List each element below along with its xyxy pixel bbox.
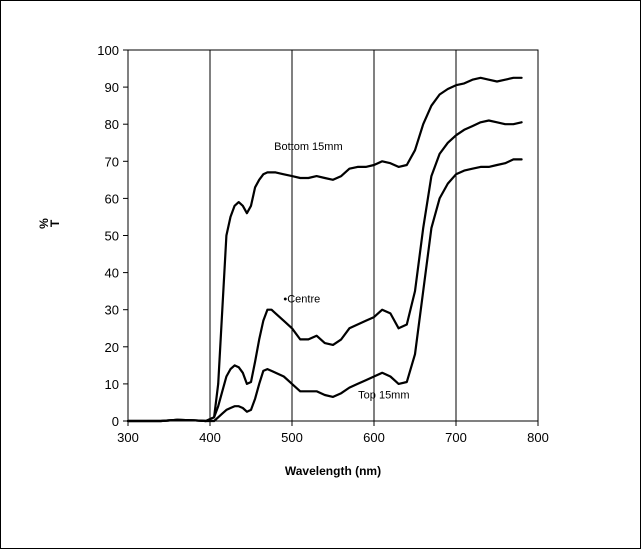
y-tick-label: 0: [112, 414, 119, 429]
x-axis-title: Wavelength (nm): [285, 464, 381, 478]
series-line-centre: [126, 119, 523, 423]
plot-area-border: [127, 49, 539, 422]
y-tick-labels: 0 10 20 30 40 50 60 70 80 90 100: [97, 43, 119, 429]
y-tick-label: 100: [97, 43, 119, 58]
y-tick-label: 70: [105, 154, 119, 169]
x-tick-label: 400: [199, 430, 221, 445]
axes: [123, 49, 539, 426]
annotation-label: Top 15mm: [358, 390, 409, 402]
series-line-top-15mm: [126, 158, 523, 423]
y-tick-label: 30: [105, 303, 119, 318]
x-tick-label: 600: [363, 430, 385, 445]
y-tick-label: 40: [105, 266, 119, 281]
y-axis-title: %T: [37, 218, 62, 229]
series-lines: [126, 76, 523, 423]
y-tick-label: 90: [105, 80, 119, 95]
annotation-label: Bottom 15mm: [274, 141, 342, 153]
annotations: Bottom 15mm •Centre Top 15mm: [274, 141, 409, 402]
y-axis-label-text: %T: [37, 218, 62, 229]
y-tick-label: 80: [105, 117, 119, 132]
x-tick-labels: 300 400 500 600 700 800: [117, 430, 549, 445]
series-line-bottom-15mm: [126, 76, 523, 423]
y-tick-label: 20: [105, 340, 119, 355]
y-tick-label: 50: [105, 229, 119, 244]
y-tick-label: 60: [105, 191, 119, 206]
annotation-label: •Centre: [283, 293, 320, 305]
gridlines: [209, 50, 457, 421]
y-tick-label: 10: [105, 377, 119, 392]
x-tick-label: 800: [527, 430, 549, 445]
x-tick-label: 700: [445, 430, 467, 445]
x-tick-label: 500: [281, 430, 303, 445]
x-tick-label: 300: [117, 430, 139, 445]
